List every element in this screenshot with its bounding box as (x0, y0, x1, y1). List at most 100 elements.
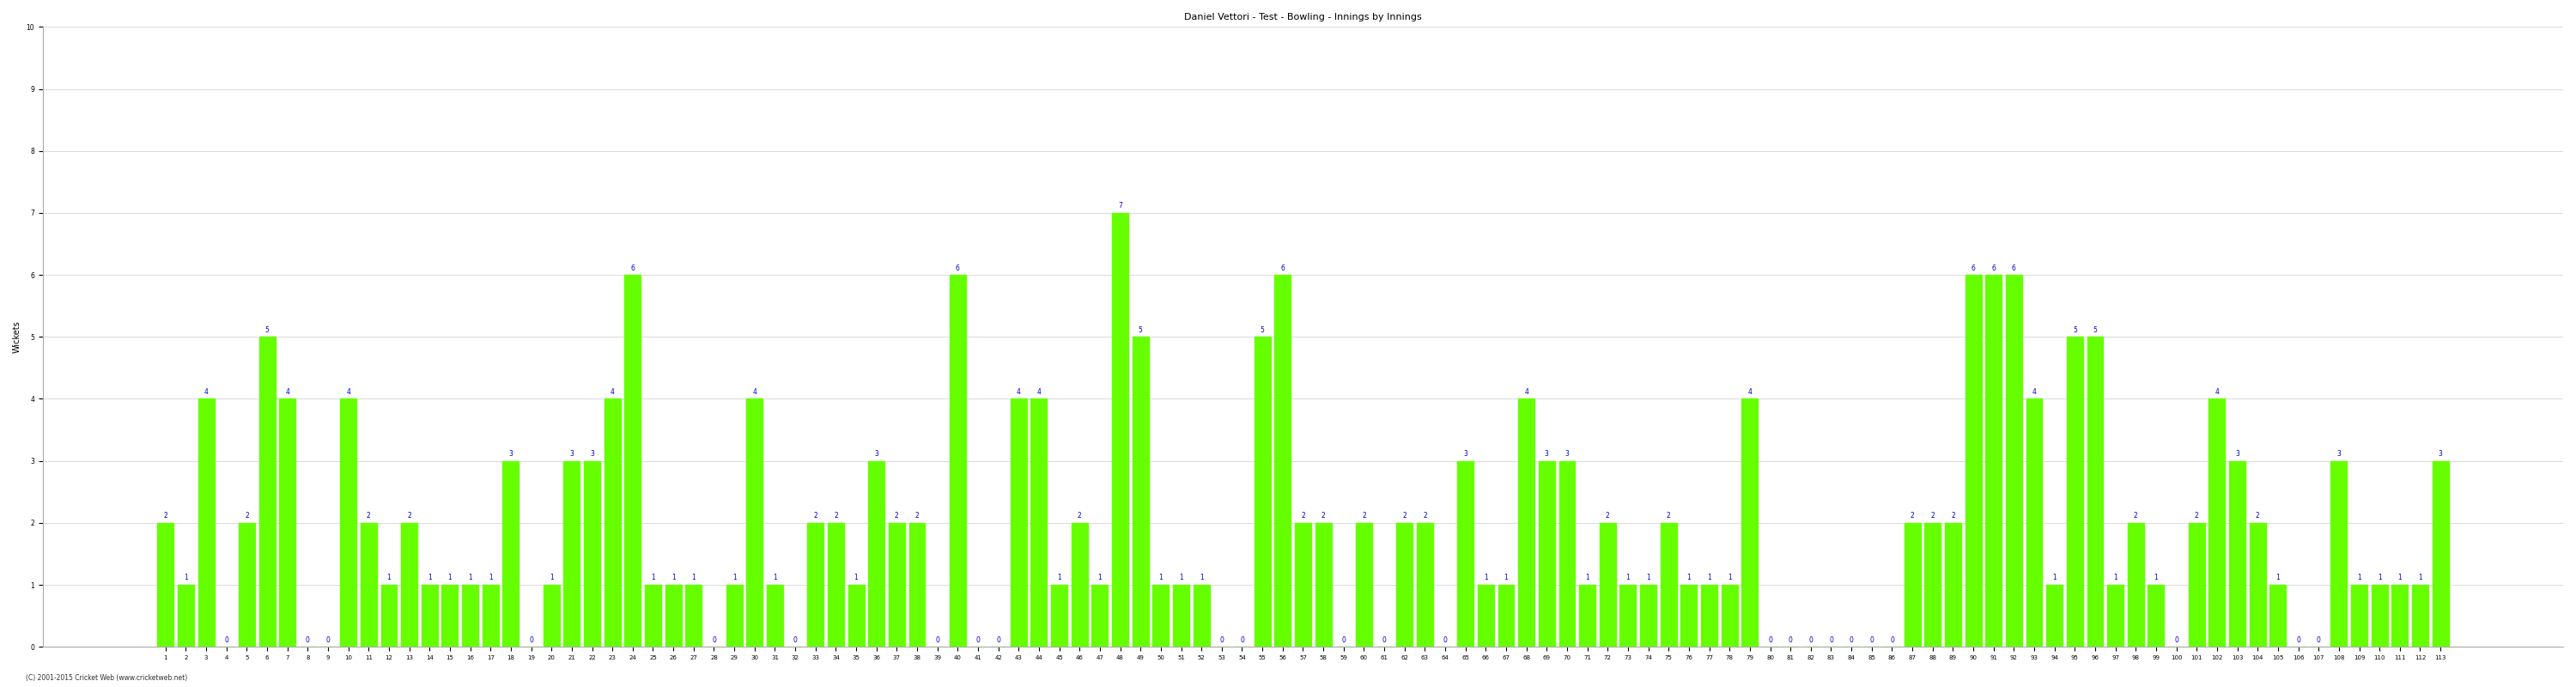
Text: 6: 6 (1971, 264, 1976, 272)
Bar (198, 399, 214, 647)
Bar (951, 275, 966, 647)
Text: 5: 5 (2094, 326, 2097, 334)
Bar (806, 523, 824, 647)
Bar (2391, 585, 2409, 647)
Text: 6: 6 (2012, 264, 2017, 272)
Bar (1517, 399, 1535, 647)
Text: 4: 4 (1038, 388, 1041, 396)
Bar (585, 461, 600, 647)
Bar (502, 461, 518, 647)
Bar (1600, 523, 1615, 647)
Bar (1538, 461, 1556, 647)
Bar (644, 585, 662, 647)
Bar (1499, 585, 1515, 647)
Bar (1316, 523, 1332, 647)
Bar (1986, 275, 2002, 647)
Text: 1: 1 (549, 574, 554, 582)
Bar (768, 585, 783, 647)
Text: 2: 2 (2257, 512, 2259, 520)
Text: 2: 2 (1422, 512, 1427, 520)
Text: 0: 0 (711, 636, 716, 644)
Text: 4: 4 (752, 388, 757, 396)
Bar (889, 523, 904, 647)
Bar (1092, 585, 1108, 647)
Text: 4: 4 (2032, 388, 2035, 396)
Text: 3: 3 (1566, 450, 1569, 458)
Bar (1620, 585, 1636, 647)
Bar (747, 399, 762, 647)
Text: 3: 3 (1463, 450, 1468, 458)
Text: 0: 0 (1443, 636, 1448, 644)
Bar (1396, 523, 1412, 647)
Bar (1051, 585, 1066, 647)
Bar (2208, 399, 2226, 647)
Y-axis label: Wickets: Wickets (13, 321, 21, 353)
Text: 1: 1 (1646, 574, 1651, 582)
Text: 5: 5 (265, 326, 268, 334)
Bar (1172, 585, 1190, 647)
Text: 1: 1 (652, 574, 654, 582)
Bar (2372, 585, 2388, 647)
Text: 3: 3 (507, 450, 513, 458)
Text: 0: 0 (997, 636, 999, 644)
Text: 0: 0 (1342, 636, 1345, 644)
Bar (1133, 337, 1149, 647)
Bar (2352, 585, 2367, 647)
Text: 0: 0 (528, 636, 533, 644)
Text: 0: 0 (1239, 636, 1244, 644)
Bar (827, 523, 845, 647)
Text: 1: 1 (489, 574, 492, 582)
Bar (1296, 523, 1311, 647)
Text: 1: 1 (1484, 574, 1489, 582)
Text: 2: 2 (1401, 512, 1406, 520)
Text: 1: 1 (1728, 574, 1731, 582)
Text: 2: 2 (1077, 512, 1082, 520)
Bar (2411, 585, 2429, 647)
Bar (1255, 337, 1270, 647)
Text: 2: 2 (407, 512, 412, 520)
Bar (1479, 585, 1494, 647)
Text: 5: 5 (1139, 326, 1144, 334)
Bar (1721, 585, 1739, 647)
Text: 0: 0 (935, 636, 940, 644)
Text: 3: 3 (569, 450, 574, 458)
Text: 2: 2 (245, 512, 250, 520)
Text: 2: 2 (814, 512, 817, 520)
Text: 2: 2 (1929, 512, 1935, 520)
Text: 3: 3 (2236, 450, 2239, 458)
Text: 1: 1 (2357, 574, 2362, 582)
Bar (2148, 585, 2164, 647)
Text: 2: 2 (1911, 512, 1914, 520)
Bar (868, 461, 884, 647)
Text: 5: 5 (1260, 326, 1265, 334)
Text: 2: 2 (1363, 512, 1365, 520)
Bar (564, 461, 580, 647)
Text: 2: 2 (914, 512, 920, 520)
Text: 1: 1 (469, 574, 471, 582)
Bar (2027, 399, 2043, 647)
Text: 0: 0 (793, 636, 799, 644)
Text: 1: 1 (1708, 574, 1710, 582)
Bar (278, 399, 296, 647)
Text: 0: 0 (1218, 636, 1224, 644)
Text: 0: 0 (327, 636, 330, 644)
Text: 0: 0 (224, 636, 229, 644)
Bar (2107, 585, 2123, 647)
Text: 0: 0 (1870, 636, 1873, 644)
Text: 5: 5 (2074, 326, 2076, 334)
Bar (2228, 461, 2246, 647)
Bar (1579, 585, 1595, 647)
Bar (1904, 523, 1922, 647)
Text: 1: 1 (690, 574, 696, 582)
Text: 1: 1 (855, 574, 858, 582)
Text: 2: 2 (366, 512, 371, 520)
Text: 4: 4 (1525, 388, 1528, 396)
Bar (726, 585, 742, 647)
Bar (1355, 523, 1373, 647)
Text: 2: 2 (1301, 512, 1306, 520)
Bar (1193, 585, 1211, 647)
Bar (1641, 585, 1656, 647)
Text: 6: 6 (1280, 264, 1285, 272)
Bar (1558, 461, 1574, 647)
Bar (402, 523, 417, 647)
